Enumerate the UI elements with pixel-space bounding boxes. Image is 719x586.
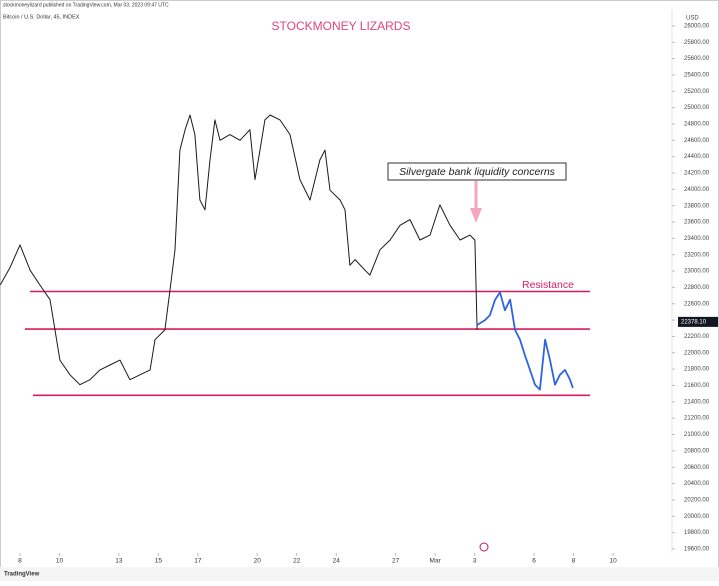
branding: TradingView (4, 572, 40, 578)
y-tick-label: 22200.00 (684, 334, 710, 340)
x-tick-label: 24 (333, 558, 341, 565)
y-tick-label: 25000.00 (684, 105, 710, 111)
y-tick-label: 20000.00 (684, 514, 710, 520)
chart-title: STOCKMONEY LIZARDS (272, 19, 411, 33)
x-tick-label: 8 (18, 558, 22, 565)
y-tick-label: 23600.00 (684, 220, 710, 226)
y-unit: USD (686, 16, 699, 22)
symbol: Bitcoin / U.S. Dollar, 45, INDEX (3, 14, 80, 20)
y-tick-label: 22000.00 (684, 350, 710, 356)
y-tick-label: 20800.00 (684, 448, 710, 454)
x-tick-label: 17 (194, 558, 202, 565)
y-tick-label: 24800.00 (684, 122, 710, 128)
x-tick-label: 15 (155, 558, 163, 565)
y-tick-label: 21800.00 (684, 367, 710, 373)
y-tick-label: 20600.00 (684, 465, 710, 471)
byline: stockmoneylizard published on TradingVie… (3, 2, 169, 8)
annotation-box (387, 162, 567, 181)
x-tick-label: 8 (572, 558, 576, 565)
price-line (0, 114, 478, 386)
footer (0, 567, 719, 581)
x-tick-label: 6 (532, 558, 536, 565)
y-tick-label: 20400.00 (684, 481, 710, 487)
y-tick-label: 24000.00 (684, 187, 710, 193)
y-tick-label: 19800.00 (684, 530, 710, 536)
annotation: Silvergate bank liquidity concerns (399, 166, 556, 178)
y-tick-label: 21000.00 (684, 432, 710, 438)
y-tick-label: 23800.00 (684, 203, 710, 209)
price-label: 22378.10 (681, 319, 707, 325)
y-tick-label: 24600.00 (684, 138, 710, 144)
price-line (476, 291, 574, 391)
y-tick-label: 26000.00 (684, 23, 710, 29)
y-tick-label: 23200.00 (684, 252, 710, 258)
x-tick-label: Mar (430, 558, 442, 565)
y-tick-label: 21600.00 (684, 383, 710, 389)
x-tick-label: 27 (392, 558, 400, 565)
y-tick-label: 22600.00 (684, 301, 710, 307)
plot: 19600.00 19800.00 20000.00 20200.00 20400.00… (0, 23, 710, 565)
y-tick-label: 24400.00 (684, 154, 710, 160)
x-tick-label: 22 (293, 558, 301, 565)
x-tick-label: 13 (115, 558, 123, 565)
annotation: Resistance (522, 279, 574, 291)
y-tick-label: 23000.00 (684, 269, 710, 275)
y-tick-label: 20200.00 (684, 497, 710, 503)
y-tick-label: 21200.00 (684, 416, 710, 422)
x-tick-label: 3 (473, 558, 477, 565)
y-tick-label: 25200.00 (684, 89, 710, 95)
annotation-arrowhead (470, 208, 482, 223)
x-tick-label: 20 (254, 558, 262, 565)
x-tick-label: 10 (56, 558, 64, 565)
y-tick-label: 22800.00 (684, 285, 710, 291)
y-tick-label: 24200.00 (684, 171, 710, 177)
y-tick-label: 23400.00 (684, 236, 710, 242)
y-tick-label: 21400.00 (684, 399, 710, 405)
x-tick-label: 10 (609, 558, 617, 565)
y-tick-label: 25800.00 (684, 40, 710, 46)
price-label-box (678, 316, 718, 327)
y-tick-label: 25400.00 (684, 73, 710, 79)
y-tick-label: 19600.00 (684, 546, 710, 552)
y-tick-label: 25600.00 (684, 56, 710, 62)
event-icon (479, 542, 489, 552)
